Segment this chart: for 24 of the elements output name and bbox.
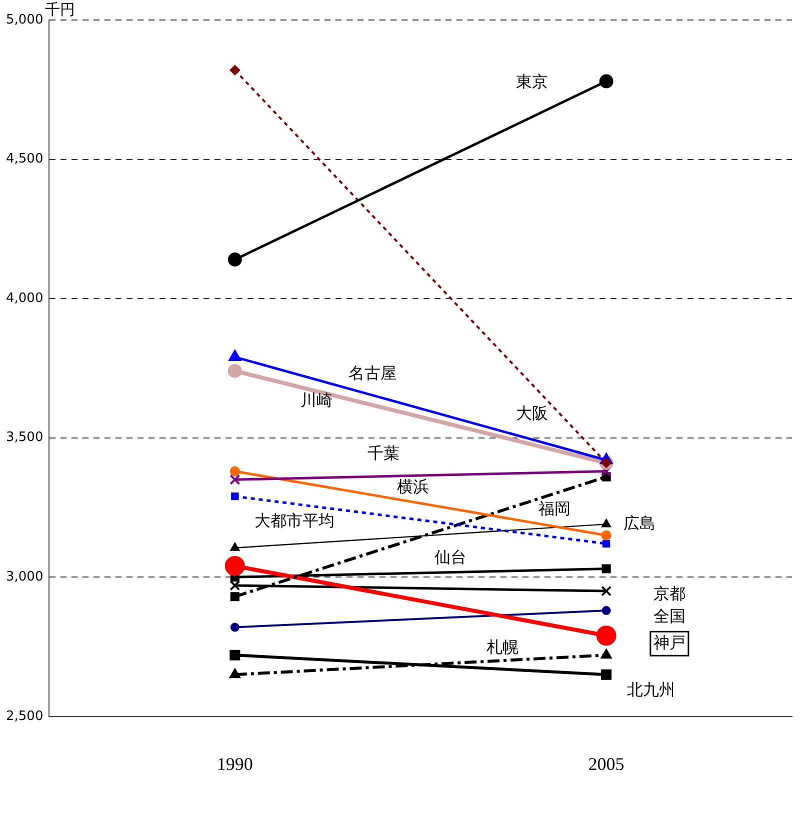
series-label: 千葉 — [367, 443, 400, 462]
y-tick-label: 3,000 — [6, 569, 44, 584]
series-label: 広島 — [624, 513, 656, 532]
text: 京都 — [653, 584, 686, 604]
y-tick-label: 4,000 — [6, 290, 44, 306]
series-label: 東京 — [516, 72, 548, 92]
y-tick-label: 2,500 — [6, 708, 44, 724]
series-label: 川崎 — [300, 390, 333, 410]
series-label: 名古屋 — [348, 363, 396, 382]
series-label: 大都市平均 — [254, 511, 334, 530]
y-tick-label: 4,500 — [6, 152, 44, 167]
series-label: 大阪 — [516, 404, 548, 423]
x-tick-label: 1990 — [216, 754, 253, 774]
series-label: 札幌 — [486, 638, 518, 657]
series-label: 北九州 — [626, 680, 675, 699]
y-tick-label: 3,500 — [6, 430, 44, 446]
text: 神戸 — [653, 632, 686, 652]
y-axis-title: 千円 — [45, 0, 76, 18]
series-label: 横浜 — [397, 477, 430, 496]
y-tick-label: 5,000 — [6, 12, 44, 28]
series-label: 福岡 — [538, 498, 570, 518]
text: 全国 — [653, 606, 686, 626]
series-label: 仙台 — [434, 547, 466, 566]
x-tick-label: 2005 — [588, 754, 624, 774]
